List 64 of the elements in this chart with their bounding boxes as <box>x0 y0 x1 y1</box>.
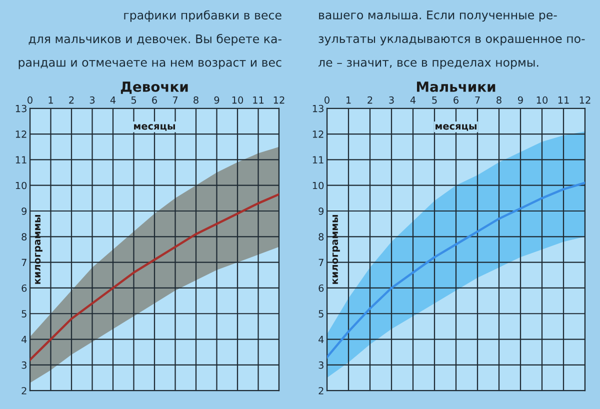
x-tick-label: 8 <box>194 96 198 104</box>
chart-title: Девочки <box>120 82 188 94</box>
y-tick-label: 10 <box>312 182 324 190</box>
x-tick-label: 12 <box>580 96 590 104</box>
x-tick-label: 8 <box>496 96 502 104</box>
y-tick-label: 3 <box>22 361 26 369</box>
x-tick-label: 6 <box>454 96 458 104</box>
text: рандаш и отмечаете на нем возраст и вес <box>18 60 282 70</box>
y-axis-title: килограммы <box>34 215 42 284</box>
x-axis-title: месяцы <box>436 124 476 131</box>
y-tick-label: 7 <box>22 258 26 266</box>
y-tick-label: 8 <box>318 233 324 240</box>
x-tick-label: 2 <box>368 96 372 104</box>
x-tick-label: 11 <box>558 96 569 104</box>
x-tick-label: 3 <box>90 96 95 104</box>
y-axis-title: килограммы <box>332 215 340 284</box>
x-axis-title: месяцы <box>134 124 175 131</box>
x-tick-label: 7 <box>475 96 480 104</box>
y-tick-label: 5 <box>22 310 26 318</box>
x-tick-label: 5 <box>131 96 136 104</box>
text: для мальчиков и девочек. Вы берете ка- <box>28 34 282 46</box>
y-tick-label: 2 <box>22 387 26 394</box>
x-tick-label: 9 <box>214 96 220 104</box>
y-tick-label: 12 <box>312 130 324 138</box>
x-tick-label: 7 <box>172 96 178 104</box>
x-tick-label: 9 <box>518 96 523 104</box>
x-tick-label: 12 <box>274 96 284 104</box>
x-tick-label: 2 <box>69 96 74 104</box>
y-tick-label: 5 <box>318 310 324 318</box>
x-tick-label: 6 <box>152 96 157 104</box>
x-tick-label: 4 <box>410 96 416 104</box>
y-tick-label: 7 <box>318 258 324 266</box>
y-tick-label: 9 <box>318 207 324 215</box>
y-tick-label: 3 <box>318 361 324 369</box>
x-tick-label: 1 <box>346 96 351 104</box>
x-tick-label: 10 <box>536 96 548 104</box>
y-tick-label: 4 <box>318 336 324 343</box>
y-tick-label: 11 <box>16 156 26 164</box>
text: графики прибавки в весе <box>124 10 282 22</box>
text: зультаты укладываются в окрашенное по- <box>318 36 585 46</box>
y-tick-label: 12 <box>16 130 26 138</box>
text: ле – значит, все в пределах нормы. <box>318 60 538 70</box>
x-tick-label: 4 <box>110 96 116 104</box>
y-tick-label: 10 <box>16 182 27 190</box>
y-tick-label: 13 <box>16 104 26 112</box>
x-tick-label: 0 <box>28 96 32 104</box>
line-series <box>30 193 279 361</box>
y-tick-label: 13 <box>312 104 324 112</box>
x-tick-label: 10 <box>232 96 244 104</box>
text: вашего малыша. Если полученные ре- <box>319 10 557 22</box>
x-tick-label: 1 <box>48 96 53 104</box>
x-tick-label: 0 <box>324 96 330 104</box>
x-tick-label: 5 <box>432 96 437 104</box>
y-tick-label: 2 <box>318 387 324 394</box>
y-tick-label: 9 <box>22 207 27 215</box>
chart-title: Мальчики <box>416 82 496 92</box>
y-tick-label: 6 <box>318 284 324 292</box>
y-tick-label: 8 <box>22 233 27 240</box>
y-tick-label: 6 <box>22 284 27 292</box>
y-tick-label: 4 <box>22 336 27 343</box>
x-tick-label: 11 <box>253 96 264 104</box>
x-tick-label: 3 <box>389 96 394 104</box>
line-series <box>327 182 585 358</box>
y-tick-label: 11 <box>312 156 324 164</box>
